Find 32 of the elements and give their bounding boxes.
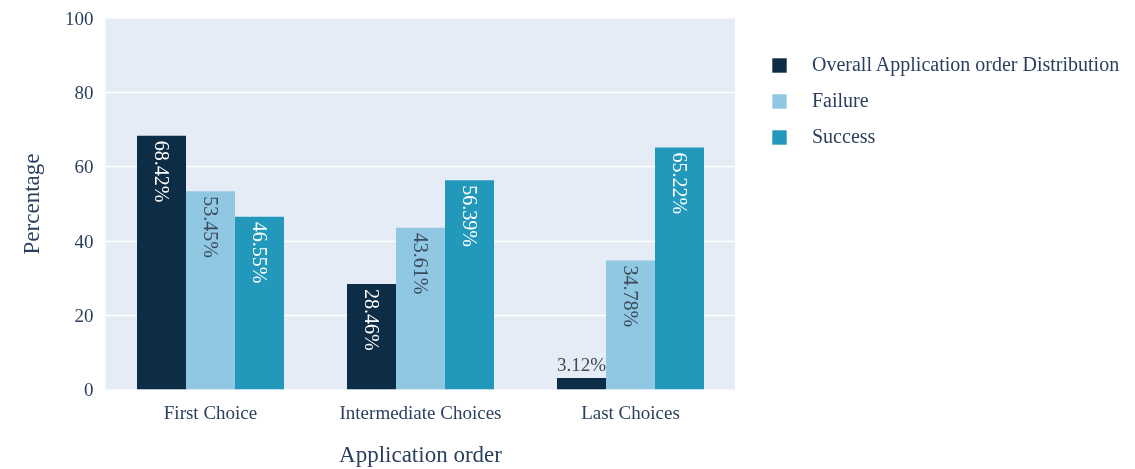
bar: [347, 283, 396, 390]
y-tick-label: 20: [74, 304, 94, 326]
data-label: 34.78%: [619, 265, 642, 328]
data-label: 28.46%: [360, 288, 383, 351]
bar: [606, 260, 655, 390]
data-label: 46.55%: [248, 221, 271, 284]
data-label: 65.22%: [668, 152, 691, 215]
data-label: 3.12%: [556, 353, 607, 375]
y-axis-title: Percentage: [19, 153, 44, 255]
x-tick-label: First Choice: [163, 401, 258, 423]
y-tick-label: 0: [84, 379, 94, 400]
legend-label: Failure: [812, 89, 869, 112]
y-tick-label: 40: [74, 230, 94, 252]
bar: [137, 135, 186, 390]
legend-label: Success: [812, 125, 876, 148]
data-label: 68.42%: [150, 140, 173, 203]
bar: [655, 147, 704, 390]
bar: [396, 227, 445, 390]
legend-label: Overall Application order Distribution: [812, 53, 1120, 76]
y-tick-label: 80: [74, 82, 94, 104]
bar: [557, 377, 606, 390]
x-tick-label: Last Choices: [581, 401, 680, 423]
bar: [186, 191, 235, 390]
data-label: 43.61%: [409, 232, 432, 295]
y-tick-label: 60: [74, 156, 94, 178]
bar: [445, 180, 494, 390]
x-axis-title: Application order: [339, 441, 503, 467]
x-tick-label: Intermediate Choices: [339, 401, 502, 423]
bar: [235, 216, 284, 390]
y-tick-label: 100: [65, 8, 94, 29]
data-label: 53.45%: [199, 196, 222, 258]
data-label: 56.39%: [458, 185, 481, 247]
